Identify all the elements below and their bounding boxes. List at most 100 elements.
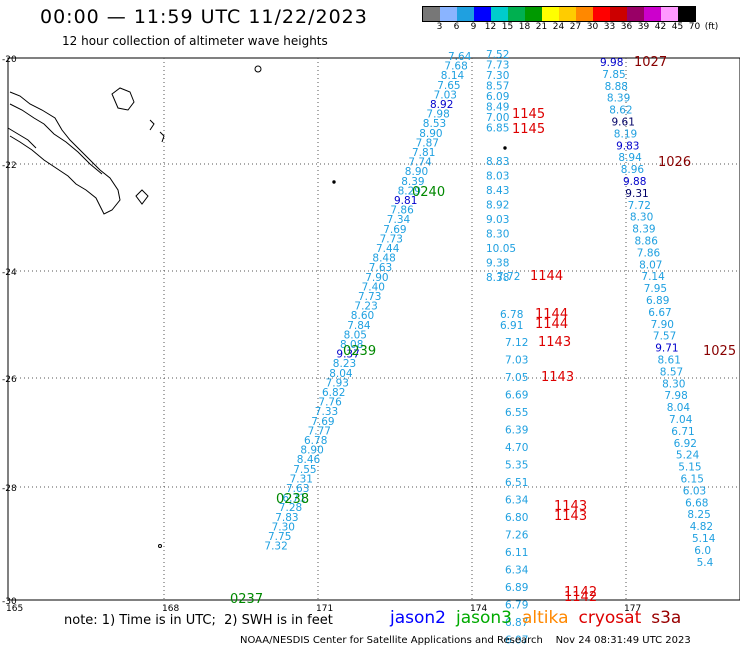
wave-height-value: 9.83: [616, 140, 639, 152]
pass-time-label: 1144: [530, 269, 563, 284]
pass-time-label: 1143: [554, 499, 587, 514]
wave-height-value: 8.57: [486, 81, 509, 93]
color-swatch: [508, 7, 525, 21]
wave-height-value: 7.68: [444, 61, 467, 73]
wave-height-value: 6.71: [282, 493, 305, 505]
wave-height-value: 6.69: [505, 390, 528, 402]
wave-height-value: 7.57: [653, 331, 676, 343]
color-scale-bar: [422, 6, 696, 22]
wave-height-value: 7.30: [272, 521, 295, 533]
wave-height-value: 7.31: [290, 473, 313, 485]
wave-height-value: 10.05: [486, 243, 516, 255]
wave-height-value: 7.90: [365, 272, 388, 284]
lon-label: 168: [162, 604, 179, 614]
color-scale-label: 30: [586, 22, 599, 32]
wave-height-value: 7.83: [275, 512, 298, 524]
wave-height-value: 7.23: [354, 301, 377, 313]
wave-height-value: 7.95: [644, 283, 667, 295]
color-swatch: [457, 7, 474, 21]
legend-item: jason3: [456, 608, 512, 628]
wave-height-value: 7.33: [315, 406, 338, 418]
pass-time-label: 1144: [535, 307, 568, 322]
wave-height-value: 7.93: [326, 377, 349, 389]
pass-time-label: 0237: [230, 592, 263, 607]
pass-time-label: 0238: [276, 492, 309, 507]
pass-time-label: 1143: [538, 335, 571, 350]
wave-height-value: 7.76: [318, 397, 342, 409]
wave-height-value: 7.63: [369, 262, 392, 274]
color-scale-label: 15: [501, 22, 514, 32]
wave-height-value: 6.51: [505, 477, 528, 489]
color-scale-label: 70: [688, 22, 701, 32]
wave-height-value: 6.71: [671, 426, 694, 438]
wave-height-value: 8.07: [639, 259, 662, 271]
wave-height-value: 9.71: [655, 343, 678, 355]
color-swatch: [559, 7, 576, 21]
wave-height-value: 7.75: [268, 531, 291, 543]
pass-time-label: 1026: [658, 155, 691, 170]
wave-height-value: 7.14: [641, 271, 665, 283]
wave-height-value: 6.82: [322, 387, 345, 399]
pass-time-label: 1027: [634, 55, 667, 70]
wave-height-value: 7.32: [264, 541, 287, 553]
wave-height-value: 6.92: [674, 438, 697, 450]
wave-height-value: 7.77: [308, 425, 331, 437]
wave-height-value: 7.73: [486, 60, 509, 72]
pass-time-label: 1144: [535, 317, 568, 332]
wave-height-value: 5.24: [676, 450, 700, 462]
color-swatch: [593, 7, 610, 21]
wave-height-value: 8.96: [621, 164, 645, 176]
wave-height-value: 6.85: [486, 123, 509, 135]
color-scale-label: 33: [603, 22, 616, 32]
wave-height-value: 7.05: [505, 372, 528, 384]
color-swatch: [678, 7, 695, 21]
wave-height-value: 7.04: [669, 414, 693, 426]
color-scale-label: 39: [637, 22, 650, 32]
satellite-tracks: 7.647.688.147.657.038.927.988.538.907.87…: [264, 49, 715, 647]
wave-height-value: 8.62: [609, 105, 632, 117]
color-scale-label: 12: [484, 22, 497, 32]
wave-height-value: 7.74: [408, 157, 432, 169]
wave-height-value: 8.29: [398, 185, 421, 197]
wave-height-value: 5.15: [678, 462, 701, 474]
wave-height-value: 8.05: [344, 329, 367, 341]
wave-height-value: 7.64: [448, 51, 472, 63]
lat-label: -20: [2, 55, 17, 65]
color-swatch: [610, 7, 627, 21]
color-scale-label: 24: [552, 22, 565, 32]
wave-height-value: 7.72: [628, 200, 651, 212]
color-scale-label: 21: [535, 22, 548, 32]
color-swatch: [525, 7, 542, 21]
wave-height-value: 7.63: [286, 483, 309, 495]
pass-time-label: 1143: [541, 370, 574, 385]
lon-label: 177: [624, 604, 641, 614]
wave-height-value: 6.78: [304, 435, 327, 447]
wave-height-value: 8.94: [618, 152, 642, 164]
wave-height-value: 8.04: [667, 402, 691, 414]
wave-height-value: 7.98: [664, 390, 687, 402]
wave-height-value: 6.91: [500, 320, 523, 332]
legend-item: cryosat: [578, 608, 642, 628]
wave-height-value: 7.86: [390, 205, 414, 217]
color-swatch: [423, 7, 440, 21]
wave-height-value: 7.55: [293, 464, 316, 476]
wave-height-value: 9.37: [336, 349, 359, 361]
wave-height-value: 6.39: [505, 425, 528, 437]
lon-label: 174: [470, 604, 487, 614]
wave-height-value: 9.81: [394, 195, 417, 207]
map-subtitle: 12 hour collection of altimeter wave hei…: [62, 34, 328, 48]
wave-height-value: 7.12: [505, 337, 528, 349]
wave-height-value: 8.03: [486, 171, 509, 183]
wave-height-value: 9.03: [486, 214, 509, 226]
color-swatch: [661, 7, 678, 21]
wave-height-value: 8.04: [329, 368, 353, 380]
wave-height-value: 6.03: [683, 485, 706, 497]
wave-height-value: 7.34: [387, 214, 411, 226]
wave-height-value: 8.25: [687, 509, 710, 521]
wave-height-value: 6.07: [505, 635, 528, 647]
lat-label: -30: [2, 597, 17, 607]
wave-height-value: 7.44: [376, 243, 400, 255]
color-swatch: [491, 7, 508, 21]
